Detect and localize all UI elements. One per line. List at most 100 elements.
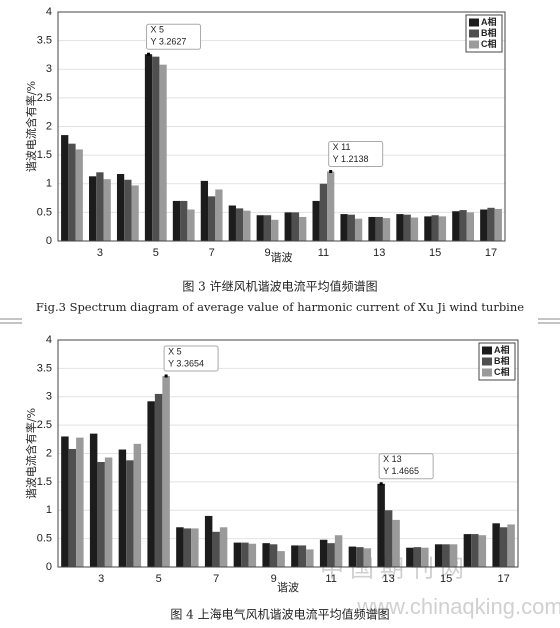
bar — [176, 527, 184, 567]
bar — [403, 214, 411, 241]
bar — [200, 180, 209, 241]
bar — [133, 443, 142, 567]
bar — [327, 543, 335, 567]
x-tick-label: 3 — [98, 573, 104, 585]
bar — [438, 216, 447, 241]
datatip-y: Y 1.2138 — [333, 154, 369, 164]
bar — [499, 527, 508, 567]
bar — [75, 149, 83, 241]
bar — [212, 531, 220, 567]
bar — [152, 56, 160, 241]
bar — [406, 547, 414, 567]
bar — [375, 216, 383, 241]
bar — [354, 218, 363, 241]
caption-en: Fig.3 Spectrum diagram of average value … — [36, 300, 524, 314]
bar — [319, 539, 328, 567]
bar — [204, 515, 213, 567]
bar — [480, 209, 488, 241]
bar — [162, 376, 170, 567]
x-tick-label: 13 — [373, 247, 385, 259]
bar — [431, 215, 439, 241]
datatip-y: Y 3.2627 — [151, 37, 187, 47]
bar — [271, 219, 279, 241]
bar — [471, 534, 479, 567]
y-tick-label: 2.5 — [37, 419, 52, 431]
bar — [103, 179, 111, 241]
bar — [248, 543, 257, 567]
x-tick-label: 11 — [325, 573, 336, 585]
x-tick-label: 15 — [429, 247, 441, 259]
bar — [269, 544, 278, 567]
bar — [347, 214, 355, 241]
bar — [487, 207, 495, 241]
y-tick-label: 1.5 — [37, 476, 52, 488]
y-tick-label: 1.5 — [37, 149, 52, 161]
y-axis-label: 谐波电流含有率/% — [24, 81, 38, 172]
x-tick-label: 17 — [485, 247, 497, 259]
legend-label: B相 — [494, 355, 510, 366]
bar — [241, 542, 249, 567]
datatip-box — [378, 453, 434, 480]
bar — [459, 210, 467, 241]
x-tick-label: 9 — [271, 573, 277, 585]
bar — [312, 200, 320, 241]
bar — [159, 64, 167, 241]
bar — [191, 528, 199, 567]
bar — [478, 535, 487, 567]
datatip-x: X 5 — [168, 346, 182, 356]
x-tick-label: 11 — [318, 247, 329, 259]
bar — [126, 460, 134, 567]
y-tick-label: 1 — [46, 504, 52, 516]
legend-swatch — [469, 29, 479, 38]
bar — [235, 208, 244, 241]
bar — [368, 216, 376, 241]
x-tick-label: 7 — [213, 573, 219, 585]
bar — [256, 215, 264, 241]
datatip-y: Y 3.3654 — [168, 358, 204, 368]
y-tick-label: 2.5 — [37, 92, 52, 104]
bar — [277, 551, 285, 567]
legend-swatch — [482, 368, 492, 377]
bar — [449, 544, 458, 567]
y-axis-label: 谐波电流含有率/% — [24, 408, 38, 499]
y-tick-label: 0 — [46, 561, 52, 573]
bar — [319, 183, 328, 241]
bar — [334, 535, 343, 567]
bar — [442, 544, 450, 567]
bar — [124, 179, 132, 241]
y-tick-label: 4 — [46, 334, 52, 346]
y-tick-label: 2 — [46, 120, 52, 132]
bar — [144, 54, 153, 242]
datatip-marker — [164, 374, 168, 378]
bar — [183, 528, 192, 567]
bar — [228, 205, 236, 241]
bar — [118, 449, 127, 567]
legend-swatch — [482, 346, 492, 355]
bar — [327, 171, 335, 241]
legend-label: A相 — [481, 16, 497, 27]
plot-frame — [57, 11, 506, 242]
y-tick-label: 0.5 — [37, 533, 52, 545]
bar — [291, 545, 299, 567]
bar — [104, 457, 113, 567]
bar — [76, 437, 84, 567]
x-tick-label: 13 — [383, 573, 395, 585]
bar — [187, 209, 195, 241]
legend-swatch — [469, 40, 479, 49]
legend-label: C相 — [481, 38, 497, 49]
caption: 图 4 上海电气风机谐波电流平均值频谱图 — [170, 607, 389, 622]
datatip-box — [163, 345, 219, 372]
bar — [340, 214, 348, 241]
y-tick-label: 3.5 — [37, 35, 52, 47]
y-tick-label: 3 — [46, 63, 52, 75]
y-tick-label: 3 — [46, 391, 52, 403]
x-tick-label: 15 — [440, 573, 452, 585]
x-tick-label: 3 — [97, 247, 103, 259]
bar — [262, 543, 270, 567]
bar — [219, 527, 228, 567]
bar — [384, 510, 393, 567]
bar — [243, 210, 251, 241]
bar — [306, 549, 314, 567]
bar — [233, 542, 242, 567]
legend-label: C相 — [494, 366, 510, 377]
